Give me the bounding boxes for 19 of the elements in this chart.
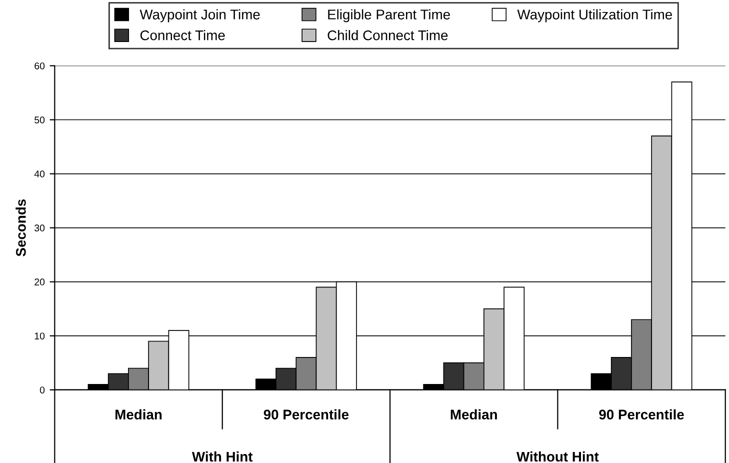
text: Without Hint: [516, 451, 599, 462]
y-tick-label: 20: [34, 278, 45, 286]
x-tick-label: Median: [450, 409, 497, 420]
y-tick-label: 40: [34, 170, 45, 178]
x-tick-label: 90 Percentile: [599, 409, 684, 420]
legend-label: Child Connect Time: [328, 30, 448, 40]
legend-label: Connect Time: [140, 30, 225, 40]
y-tick-label: 50: [34, 116, 45, 124]
y-tick-label: 10: [34, 332, 45, 340]
text: With Hint: [192, 451, 253, 462]
x-tick-label: Median: [116, 409, 162, 420]
y-tick-label: 0: [40, 386, 45, 394]
legend-label: Eligible Parent Time: [328, 9, 450, 22]
y-axis-title: Seconds: [16, 199, 26, 256]
y-tick-label: 30: [34, 224, 45, 232]
legend-label: Waypoint Utilization Time: [517, 9, 672, 22]
y-tick-label: 60: [34, 62, 45, 70]
legend-label: Waypoint Join Time: [140, 9, 260, 22]
x-tick-label: 90 Percentile: [264, 409, 349, 420]
